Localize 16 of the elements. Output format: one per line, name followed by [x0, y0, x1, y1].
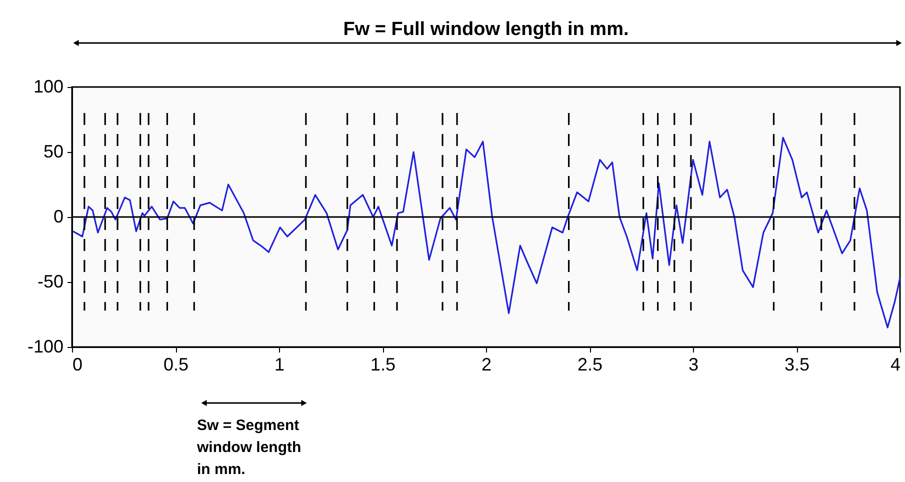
x-tick-label: 3.5 [784, 354, 810, 374]
x-tick-label: 1.5 [370, 354, 396, 374]
x-tick-label: 2.5 [577, 354, 603, 374]
x-tick-label: 0.5 [163, 354, 189, 374]
x-tick-label: 2 [481, 354, 492, 374]
y-tick-label: -100 [27, 336, 64, 356]
x-tick-label: 0 [72, 354, 83, 374]
text: Sw = Segment window length in mm. [196, 417, 302, 478]
x-tick-label: 1 [274, 354, 285, 374]
y-tick-label: 0 [53, 206, 64, 226]
x-tick-label: 4 [890, 354, 900, 374]
y-tick-label: -50 [37, 272, 64, 292]
y-tick-label: 100 [33, 76, 64, 96]
x-tick-label: 3 [688, 354, 699, 374]
text: Fw = Full window length in mm. [343, 19, 629, 40]
y-tick-label: 50 [43, 142, 64, 162]
